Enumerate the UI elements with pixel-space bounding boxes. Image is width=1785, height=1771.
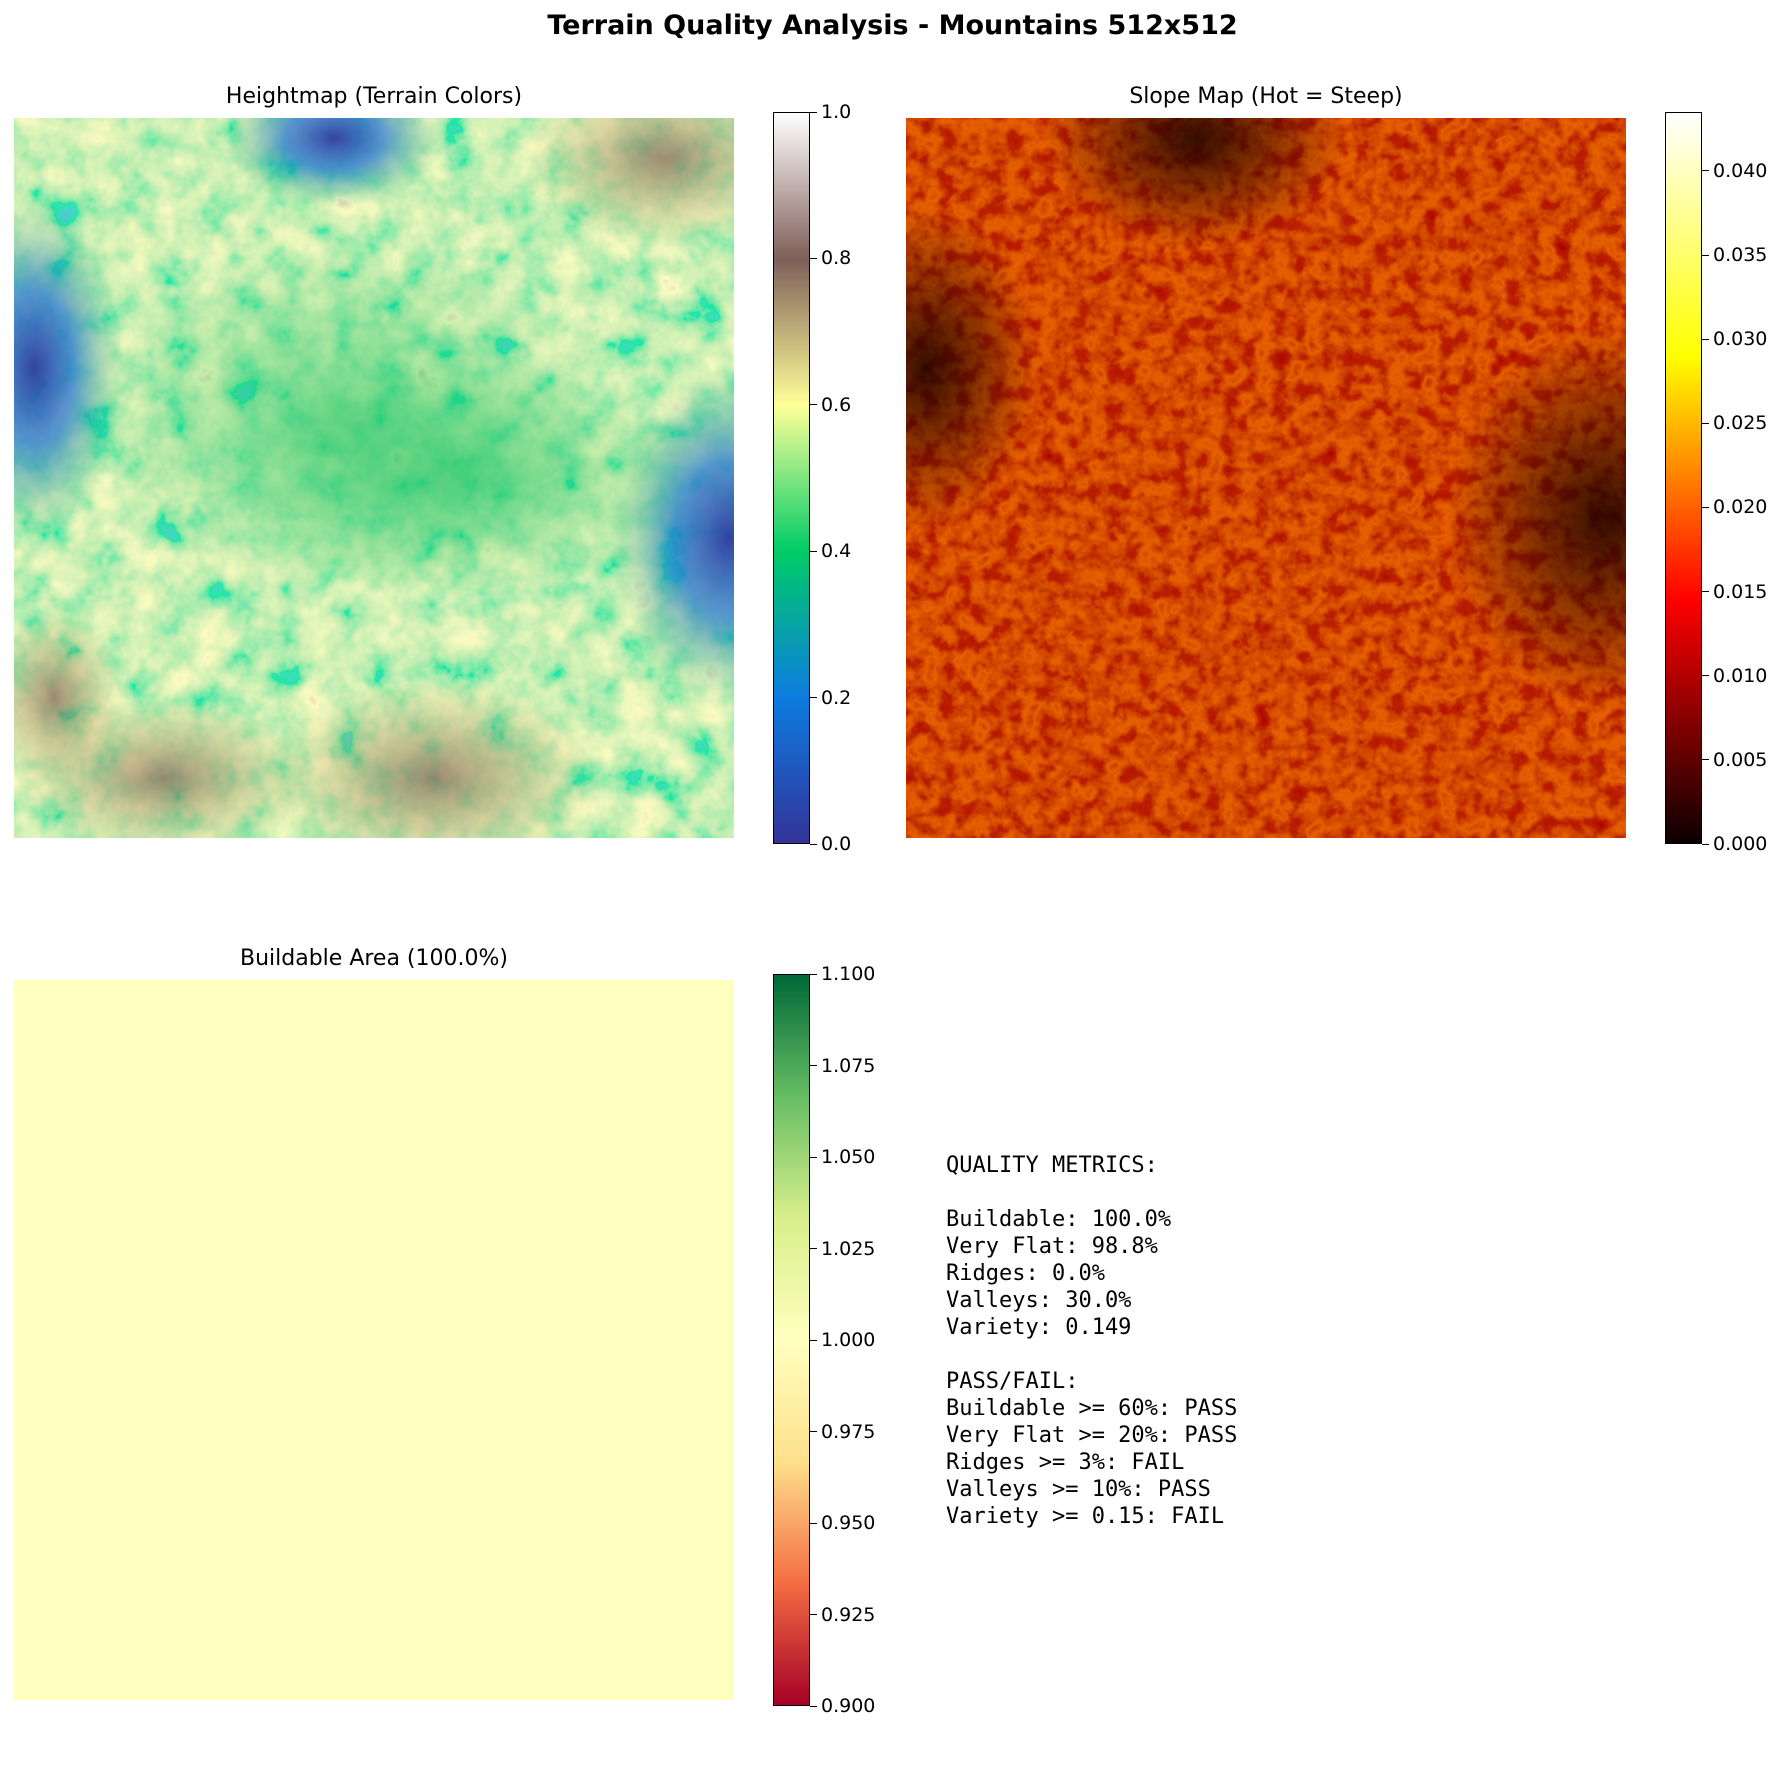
heightmap-colorbar-tick xyxy=(810,843,817,845)
metrics-line: Ridges >= 3%: FAIL xyxy=(946,1450,1185,1475)
buildable-colorbar-tick xyxy=(810,1248,817,1249)
slope-colorbar-tick xyxy=(1702,338,1709,340)
metrics-line: Ridges: 0.0% xyxy=(946,1261,1105,1286)
slope-colorbar-tick xyxy=(1702,675,1709,677)
metrics-line: QUALITY METRICS: xyxy=(946,1153,1158,1178)
heightmap-colorbar-tick-label: 0.0 xyxy=(821,833,852,855)
heightmap-colorbar-tick xyxy=(810,697,817,699)
buildable-colorbar-tick-label: 1.075 xyxy=(821,1054,876,1077)
slope-colorbar-tick-label: 0.035 xyxy=(1713,244,1768,267)
slope-colorbar-tick-label: 0.040 xyxy=(1713,159,1768,182)
buildable-colorbar-tick xyxy=(810,1339,817,1341)
buildable-colorbar-tick-label: 0.975 xyxy=(821,1420,876,1443)
buildable-colorbar-tick-label: 1.000 xyxy=(821,1329,876,1351)
metrics-line: Very Flat: 98.8% xyxy=(946,1234,1158,1259)
slope-colorbar xyxy=(1665,112,1702,844)
metrics-line xyxy=(946,1341,1237,1368)
buildable-colorbar-tick xyxy=(810,1522,817,1524)
metrics-line xyxy=(946,1179,1237,1206)
metrics-line: PASS/FAIL: xyxy=(946,1369,1079,1394)
buildable-colorbar-tick-label: 1.050 xyxy=(821,1146,876,1168)
slope-title: Slope Map (Hot = Steep) xyxy=(1129,84,1403,109)
slope-colorbar-tick-label: 0.000 xyxy=(1713,833,1768,855)
buildable-colorbar-tick xyxy=(810,1065,817,1066)
slope-colorbar-tick-label: 0.030 xyxy=(1713,328,1768,351)
heightmap-colorbar-tick-label: 0.6 xyxy=(821,393,852,416)
figure-title: Terrain Quality Analysis - Mountains 512… xyxy=(547,10,1238,41)
metrics-line: Variety >= 0.15: FAIL xyxy=(946,1504,1225,1529)
metrics-line: Variety: 0.149 xyxy=(946,1315,1132,1340)
heightmap-colorbar-tick xyxy=(810,257,817,259)
slope-colorbar-tick-label: 0.015 xyxy=(1713,580,1768,603)
buildable-colorbar-tick-label: 0.950 xyxy=(821,1512,876,1534)
heightmap-colorbar-tick xyxy=(810,111,817,113)
metrics-line: Buildable >= 60%: PASS xyxy=(946,1396,1238,1421)
heightmap-colorbar-tick-label: 0.4 xyxy=(821,540,852,563)
metrics-line: Very Flat >= 20%: PASS xyxy=(946,1423,1238,1448)
slope-colorbar-tick xyxy=(1702,506,1709,508)
buildable-colorbar-tick xyxy=(810,1156,817,1158)
slope-colorbar-tick xyxy=(1702,591,1709,593)
heightmap-title: Heightmap (Terrain Colors) xyxy=(225,84,523,109)
heightmap-colorbar-tick xyxy=(810,550,817,552)
heightmap-colorbar-tick-label: 0.2 xyxy=(821,686,852,709)
heightmap-colorbar-tick-label: 1.0 xyxy=(821,101,852,123)
buildable-title: Buildable Area (100.0%) xyxy=(240,946,508,971)
buildable-colorbar-tick-label: 1.025 xyxy=(821,1237,876,1260)
buildable-colorbar-tick xyxy=(810,973,817,975)
slope-svg xyxy=(906,118,1626,838)
buildable-image xyxy=(14,980,734,1700)
slope-colorbar-tick xyxy=(1702,843,1709,845)
slope-colorbar-tick-label: 0.010 xyxy=(1713,664,1768,687)
slope-image xyxy=(906,118,1626,838)
metrics-line: Buildable: 100.0% xyxy=(946,1207,1172,1232)
heightmap-colorbar xyxy=(773,112,810,844)
heightmap-colorbar-tick xyxy=(810,404,817,406)
metrics-line: Valleys >= 10%: PASS xyxy=(946,1477,1211,1502)
buildable-colorbar-tick-label: 0.900 xyxy=(821,1695,876,1717)
buildable-colorbar-tick xyxy=(810,1431,817,1432)
heightmap-colorbar-tick-label: 0.8 xyxy=(821,247,852,270)
buildable-colorbar-tick xyxy=(810,1705,817,1707)
slope-colorbar-tick xyxy=(1702,254,1709,256)
slope-colorbar-tick-label: 0.025 xyxy=(1713,412,1768,435)
heightmap-svg xyxy=(14,118,734,838)
slope-colorbar-tick xyxy=(1702,170,1709,172)
buildable-colorbar-tick xyxy=(810,1614,817,1615)
slope-colorbar-tick xyxy=(1702,422,1709,424)
slope-colorbar-tick xyxy=(1702,759,1709,761)
metrics-line: Valleys: 30.0% xyxy=(946,1288,1132,1313)
buildable-colorbar-tick-label: 0.925 xyxy=(821,1603,876,1626)
buildable-colorbar-tick-label: 1.100 xyxy=(821,963,876,985)
buildable-colorbar xyxy=(773,974,810,1706)
quality-metrics-text: QUALITY METRICS: Buildable: 100.0% Very F… xyxy=(946,1152,1237,1530)
slope-colorbar-tick-label: 0.020 xyxy=(1713,496,1768,519)
slope-colorbar-tick-label: 0.005 xyxy=(1713,748,1768,771)
heightmap-image xyxy=(14,118,734,838)
